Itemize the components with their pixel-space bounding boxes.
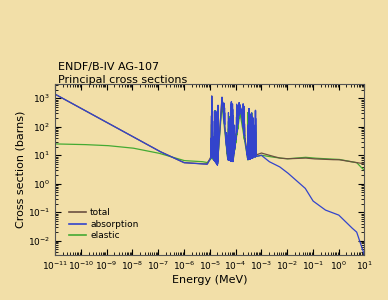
total (326, 158, 331, 161)
Line: total: total (55, 94, 372, 165)
total (370, 163, 374, 167)
total (210, 131, 215, 135)
elastic (53, 142, 57, 146)
elastic (237, 118, 241, 122)
Text: Principal cross sections: Principal cross sections (58, 76, 187, 85)
absorption (230, 159, 234, 163)
elastic (250, 156, 255, 160)
absorption (235, 127, 239, 131)
elastic (236, 122, 241, 125)
absorption (53, 92, 57, 96)
Y-axis label: Cross section (barns): Cross section (barns) (15, 111, 25, 228)
absorption (248, 140, 253, 143)
Legend: total, absorption, elastic: total, absorption, elastic (66, 205, 142, 244)
absorption (237, 101, 242, 105)
total (100, 118, 105, 122)
elastic (370, 171, 374, 174)
total (53, 92, 57, 96)
absorption (227, 122, 232, 125)
total (222, 116, 226, 119)
Line: absorption: absorption (55, 94, 372, 269)
Line: elastic: elastic (55, 105, 372, 172)
total (268, 154, 272, 157)
elastic (210, 103, 214, 106)
absorption (370, 267, 374, 271)
Text: ENDF/B-IV AG-107: ENDF/B-IV AG-107 (58, 62, 159, 72)
elastic (230, 159, 234, 162)
absorption (241, 123, 245, 127)
total (245, 140, 250, 143)
elastic (245, 154, 249, 158)
elastic (231, 141, 236, 145)
X-axis label: Energy (MeV): Energy (MeV) (172, 275, 248, 285)
